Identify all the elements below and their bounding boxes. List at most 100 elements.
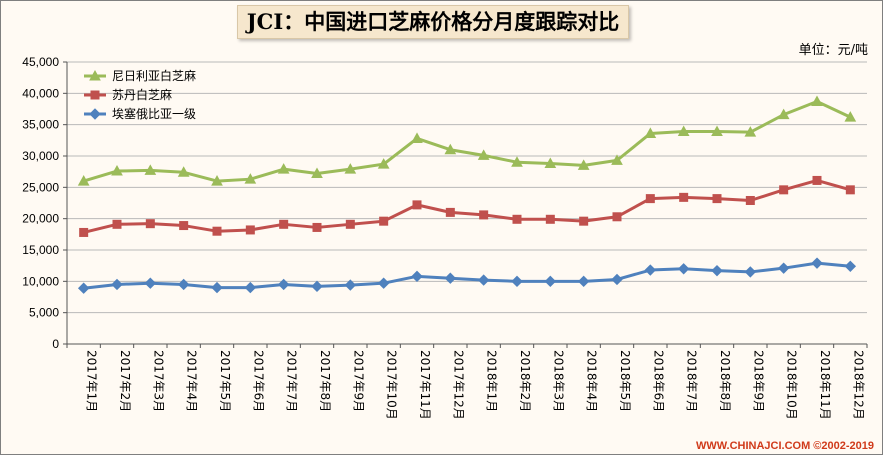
x-tick-label: 2018年6月 bbox=[651, 350, 665, 412]
data-point-diamond bbox=[77, 282, 90, 294]
data-point-square bbox=[79, 227, 89, 237]
x-tick-label: 2017年2月 bbox=[118, 350, 132, 412]
data-point-triangle bbox=[511, 156, 523, 167]
data-point-diamond bbox=[744, 266, 757, 278]
data-point-square bbox=[312, 222, 322, 232]
x-tick-label: 2018年9月 bbox=[751, 350, 765, 412]
unit-label: 单位：元/吨 bbox=[798, 43, 868, 58]
data-point-triangle bbox=[244, 173, 257, 184]
x-tick-label: 2018年1月 bbox=[485, 350, 499, 412]
data-point-square bbox=[479, 210, 489, 220]
data-point-diamond bbox=[644, 264, 657, 276]
data-point-square bbox=[779, 185, 789, 195]
data-point-triangle bbox=[777, 108, 790, 120]
x-tick-label: 2017年6月 bbox=[251, 350, 265, 412]
data-point-triangle bbox=[711, 125, 723, 137]
data-point-diamond bbox=[89, 108, 101, 120]
series-line-1 bbox=[83, 178, 851, 234]
data-point-diamond bbox=[344, 279, 357, 291]
data-point-diamond bbox=[244, 281, 257, 294]
data-point-triangle bbox=[311, 167, 323, 179]
copyright-footer: WWW.CHINAJCI.COM ©2002-2019 bbox=[695, 440, 874, 452]
data-point-square bbox=[612, 212, 622, 222]
data-point-triangle bbox=[89, 69, 101, 81]
y-tick-label: 40,000 bbox=[22, 86, 59, 100]
data-point-triangle bbox=[444, 143, 457, 155]
y-tick-label: 45,000 bbox=[22, 55, 59, 69]
data-point-square bbox=[90, 90, 100, 100]
data-point-diamond bbox=[477, 274, 490, 286]
data-point-square bbox=[812, 175, 822, 185]
data-point-diamond bbox=[811, 257, 823, 269]
data-point-diamond bbox=[144, 277, 157, 289]
data-point-square bbox=[145, 219, 155, 229]
data-point-square bbox=[279, 219, 289, 229]
x-tick-label: 2018年11月 bbox=[818, 350, 832, 420]
plot-area bbox=[67, 62, 867, 344]
data-point-diamond bbox=[677, 263, 690, 275]
x-tick-label: 2018年10月 bbox=[785, 350, 799, 420]
data-point-triangle bbox=[544, 157, 557, 169]
data-point-triangle bbox=[411, 132, 423, 143]
data-point-square bbox=[245, 225, 255, 235]
x-tick-label: 2018年12月 bbox=[851, 350, 865, 420]
data-point-square bbox=[845, 185, 855, 195]
data-point-triangle bbox=[77, 175, 90, 186]
y-tick-label: 30,000 bbox=[22, 149, 59, 163]
data-point-triangle bbox=[111, 165, 123, 176]
data-point-diamond bbox=[411, 270, 423, 283]
x-tick-label: 2018年5月 bbox=[618, 350, 632, 412]
data-point-triangle bbox=[844, 111, 857, 122]
data-point-triangle bbox=[144, 164, 157, 175]
data-point-square bbox=[179, 221, 189, 231]
x-tick-label: 2017年3月 bbox=[151, 350, 165, 412]
data-point-triangle bbox=[744, 126, 757, 137]
x-tick-label: 2017年8月 bbox=[318, 350, 332, 412]
y-tick-label: 25,000 bbox=[22, 180, 59, 194]
x-tick-label: 2017年10月 bbox=[385, 350, 399, 420]
data-point-diamond bbox=[311, 280, 323, 293]
data-point-diamond bbox=[111, 278, 123, 291]
y-tick-label: 10,000 bbox=[22, 274, 59, 288]
data-point-square bbox=[412, 200, 422, 210]
data-point-square bbox=[579, 216, 589, 226]
data-point-triangle bbox=[477, 149, 490, 160]
x-tick-label: 2018年7月 bbox=[685, 350, 699, 412]
data-point-triangle bbox=[611, 154, 623, 165]
data-point-square bbox=[345, 219, 355, 229]
x-tick-label: 2017年4月 bbox=[185, 350, 199, 412]
data-point-square bbox=[679, 192, 689, 202]
data-point-diamond bbox=[611, 273, 623, 286]
data-point-diamond bbox=[177, 278, 190, 291]
data-point-diamond bbox=[377, 277, 390, 289]
x-tick-label: 2018年4月 bbox=[585, 350, 599, 412]
y-tick-label: 35,000 bbox=[22, 118, 59, 132]
y-tick-label: 20,000 bbox=[22, 212, 59, 226]
series-line-2 bbox=[83, 261, 851, 290]
series-line-0 bbox=[83, 99, 851, 183]
x-tick-label: 2017年12月 bbox=[451, 350, 465, 420]
x-tick-label: 2017年1月 bbox=[85, 350, 99, 412]
x-tick-label: 2018年8月 bbox=[718, 350, 732, 412]
data-point-square bbox=[645, 194, 655, 204]
legend-label-1: 苏丹白芝麻 bbox=[112, 87, 172, 102]
data-point-triangle bbox=[644, 127, 657, 138]
legend-label-0: 尼日利亚白芝麻 bbox=[112, 68, 196, 83]
data-point-triangle bbox=[344, 163, 357, 174]
data-point-square bbox=[112, 219, 122, 229]
data-point-diamond bbox=[444, 272, 457, 284]
data-point-diamond bbox=[277, 278, 290, 291]
data-point-triangle bbox=[577, 159, 590, 170]
x-tick-label: 2017年9月 bbox=[351, 350, 365, 412]
data-point-square bbox=[445, 207, 455, 217]
data-point-triangle bbox=[211, 175, 223, 186]
x-tick-label: 2017年7月 bbox=[285, 350, 299, 412]
data-point-diamond bbox=[577, 275, 590, 288]
data-point-square bbox=[712, 194, 722, 204]
y-tick-label: 5,000 bbox=[29, 306, 59, 320]
data-point-square bbox=[212, 226, 222, 236]
data-point-triangle bbox=[277, 163, 290, 174]
data-point-diamond bbox=[511, 275, 523, 288]
data-point-diamond bbox=[777, 262, 790, 274]
